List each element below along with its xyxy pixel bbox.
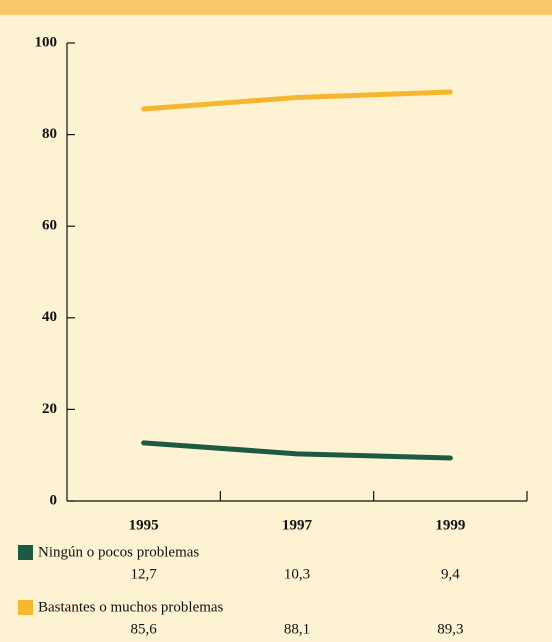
y-tick-label: 100 bbox=[35, 34, 58, 50]
legend-swatch bbox=[18, 545, 33, 560]
y-tick-label: 0 bbox=[50, 492, 58, 508]
series-line bbox=[141, 440, 453, 461]
y-tick-label: 80 bbox=[42, 126, 57, 142]
value-label: 89,3 bbox=[437, 621, 463, 637]
legend-label: Bastantes o muchos problemas bbox=[38, 599, 224, 615]
legend-label: Ningún o pocos problemas bbox=[38, 544, 199, 560]
value-label: 85,6 bbox=[131, 621, 158, 637]
x-tick-label: 1997 bbox=[282, 517, 313, 533]
x-tick-label: 1995 bbox=[129, 517, 159, 533]
value-label: 12,7 bbox=[131, 566, 158, 582]
y-tick-label: 20 bbox=[42, 401, 57, 417]
y-tick-label: 60 bbox=[42, 218, 57, 234]
value-label: 88,1 bbox=[284, 621, 310, 637]
value-label: 10,3 bbox=[284, 566, 310, 582]
legend-swatch bbox=[18, 600, 33, 615]
x-tick-label: 1999 bbox=[435, 517, 465, 533]
value-label: 9,4 bbox=[441, 566, 460, 582]
series-line bbox=[141, 89, 453, 112]
y-tick-label: 40 bbox=[42, 309, 57, 325]
header-band bbox=[0, 0, 552, 15]
